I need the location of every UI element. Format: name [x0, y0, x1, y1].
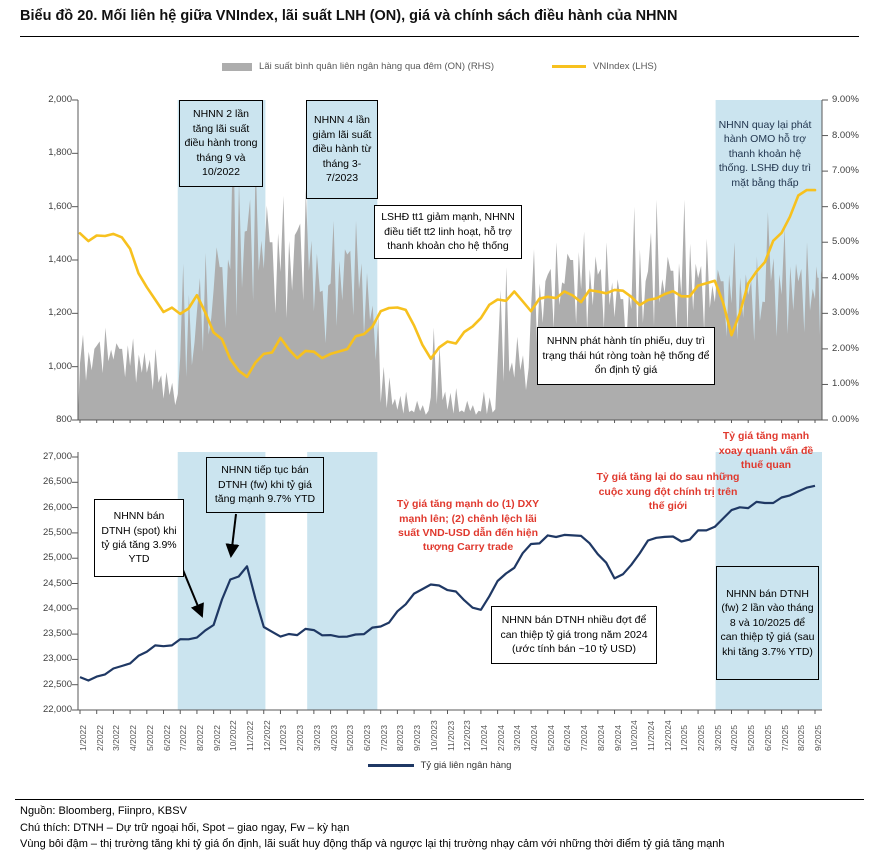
highlight-note: Vùng bôi đậm – thị trường tăng khi tỷ gi… [20, 838, 725, 850]
annotation-text: NHNN quay lại phát hành OMO hỗ trợ thanh… [718, 118, 812, 189]
title-divider [20, 36, 859, 37]
annotation-sell-fw-2025: NHNN bán DTNH (fw) 2 lần vào tháng 8 và … [716, 566, 819, 680]
fx-line [79, 484, 816, 682]
legend-rate-label: Lãi suất bình quân liên ngân hàng qua đê… [259, 61, 495, 72]
page-title: Biểu đồ 20. Mối liên hệ giữa VNIndex, lã… [20, 8, 678, 24]
annotation-text: Tỷ giá tăng lại do sau những cuộc xung đ… [596, 471, 740, 513]
vnindex-swatch-icon [552, 64, 587, 69]
legend-vnindex-label: VNIndex (LHS) [593, 61, 657, 72]
annotation-conflict: Tỷ giá tăng lại do sau những cuộc xung đ… [590, 471, 746, 513]
annotation-text: NHNN tiếp tục bán DTNH (fw) khi tỷ giá t… [214, 464, 316, 506]
top-chart-legend: Lãi suất bình quân liên ngân hàng qua đê… [0, 61, 879, 72]
fx-swatch-icon [367, 764, 414, 767]
annotation-tariff: Tỷ giá tăng mạnh xoay quanh vấn đề thuế … [710, 427, 822, 475]
arrow-spot [182, 569, 204, 618]
arrow-fw [225, 513, 240, 558]
source-note: Nguồn: Bloomberg, Fiinpro, KBSV [20, 805, 187, 817]
vnindex-line [78, 188, 817, 379]
annotation-rate-hike-2022: NHNN 2 lần tăng lãi suất điều hành trong… [179, 100, 263, 187]
annotation-sell-fw-2022: NHNN tiếp tục bán DTNH (fw) khi tỷ giá t… [206, 457, 324, 513]
annotation-text: Tỷ giá tăng mạnh do (1) DXY mạnh lên; (2… [396, 498, 540, 554]
annotation-text: NHNN 4 lần giảm lãi suất điều hành từ th… [312, 114, 372, 185]
annotation-text: LSHĐ tt1 giảm mạnh, NHNN điều tiết tt2 l… [381, 211, 515, 253]
annotation-omo: NHNN quay lại phát hành OMO hỗ trợ thanh… [710, 104, 820, 204]
annotation-tin-phieu: NHNN phát hành tín phiếu, duy trì trạng … [537, 327, 715, 385]
legend-note: Chú thích: DTNH – Dự trữ ngoại hối, Spot… [20, 821, 350, 834]
legend-item-fx: Tỷ giá liên ngân hàng [367, 760, 512, 771]
annotation-sell-2024: NHNN bán DTNH nhiều đợt để can thiệp tỷ … [491, 606, 657, 664]
annotation-carry-trade: Tỷ giá tăng mạnh do (1) DXY mạnh lên; (2… [390, 494, 546, 558]
annotation-text: NHNN bán DTNH (fw) 2 lần vào tháng 8 và … [720, 587, 815, 658]
annotation-text: Tỷ giá tăng mạnh xoay quanh vấn đề thuế … [718, 430, 814, 472]
annotation-sell-spot: NHNN bán DTNH (spot) khi tỷ giá tăng 3.9… [94, 499, 184, 577]
legend-item-rate: Lãi suất bình quân liên ngân hàng qua đê… [222, 61, 494, 72]
legend-item-vnindex: VNIndex (LHS) [552, 61, 657, 72]
annotation-text: NHNN bán DTNH (spot) khi tỷ giá tăng 3.9… [101, 510, 177, 566]
annotation-text: NHNN phát hành tín phiếu, duy trì trạng … [542, 335, 710, 377]
footer: Nguồn: Bloomberg, Fiinpro, KBSV Chú thíc… [15, 799, 864, 859]
annotation-lshd: LSHĐ tt1 giảm mạnh, NHNN điều tiết tt2 l… [374, 205, 522, 259]
legend-fx-label: Tỷ giá liên ngân hàng [420, 760, 512, 771]
annotation-text: NHNN bán DTNH nhiều đợt để can thiệp tỷ … [500, 614, 648, 656]
bottom-chart-legend: Tỷ giá liên ngân hàng [0, 760, 879, 771]
annotation-text: NHNN 2 lần tăng lãi suất điều hành trong… [184, 108, 258, 179]
annotation-rate-cut-2023: NHNN 4 lần giảm lãi suất điều hành từ th… [306, 100, 378, 199]
rate-swatch-icon [222, 62, 253, 71]
